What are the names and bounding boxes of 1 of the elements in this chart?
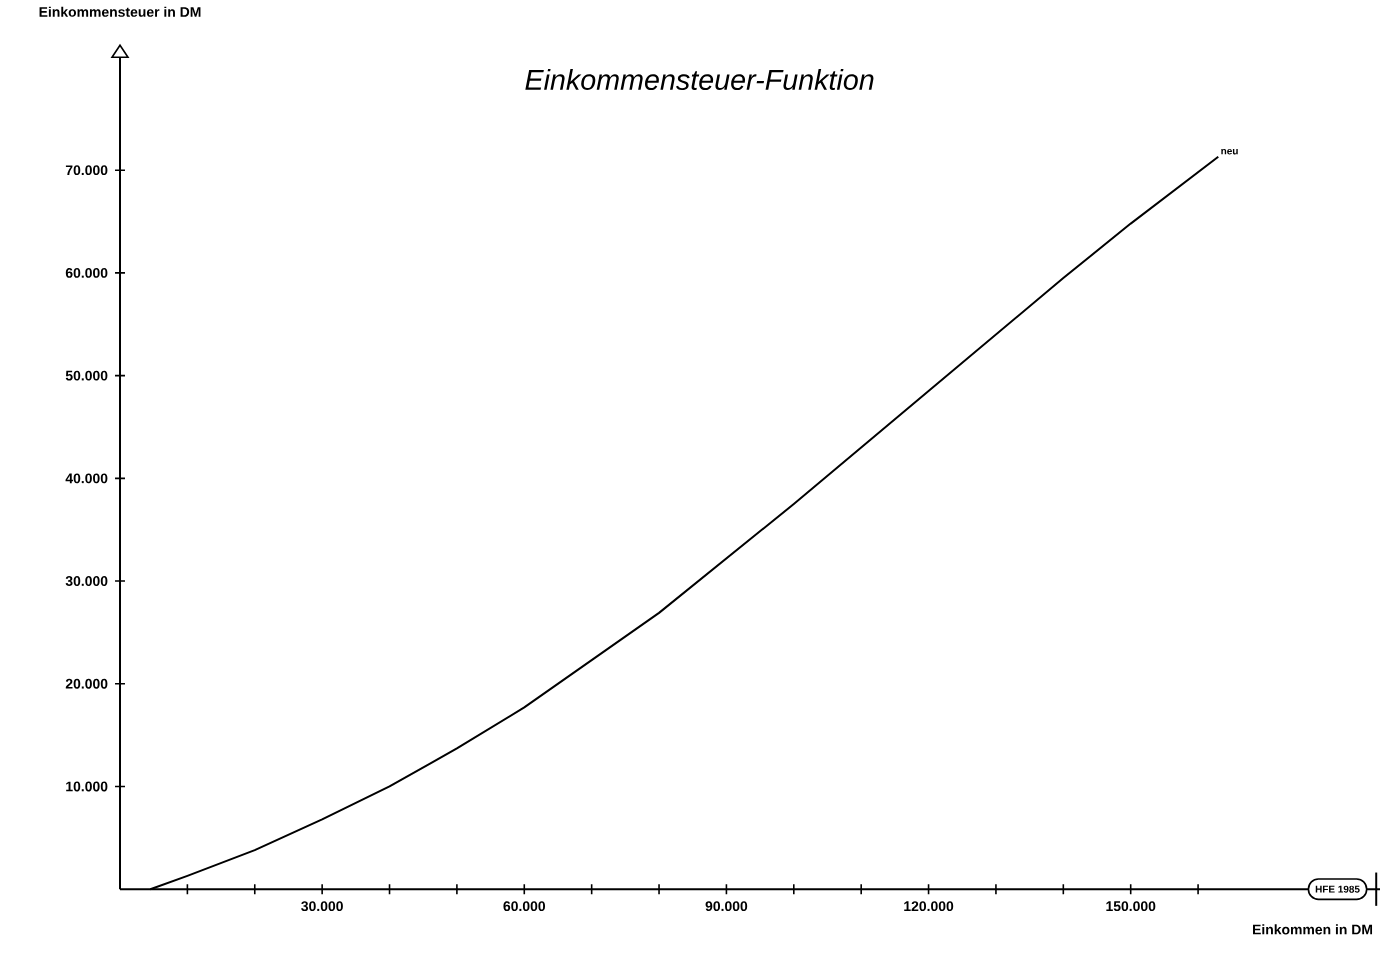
chart-title: Einkommensteuer-Funktion (525, 69, 874, 91)
